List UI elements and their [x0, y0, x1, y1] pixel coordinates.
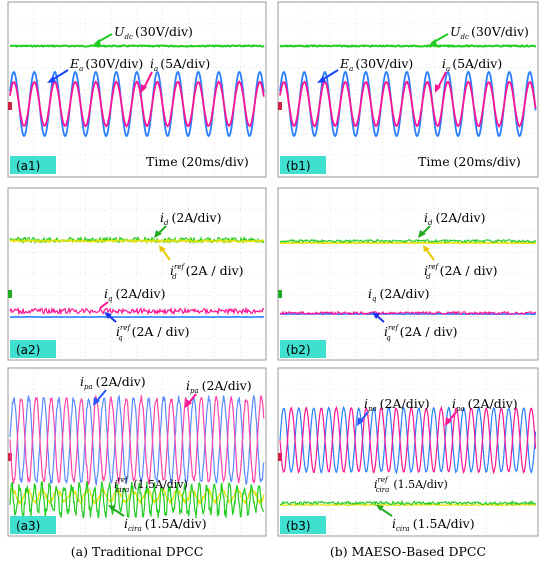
tag-a3: (a3) [16, 519, 40, 533]
iq-sub-b2: q [372, 295, 377, 303]
iqref-sub-a2: q [118, 334, 123, 342]
ea-scale-b1: (30V/div) [355, 56, 413, 71]
udc-symbol-b1: U [450, 24, 461, 39]
ipa2-sub-b3: pa [456, 405, 465, 413]
udc-trace-a1 [10, 45, 264, 46]
idref-sub-b2: d [426, 273, 431, 281]
ia-sub-a1: a [154, 65, 158, 73]
icref-sub-a3: cira [116, 486, 130, 494]
ea-symbol-a1: E [69, 56, 79, 71]
idref-sup-a2: ref [174, 263, 185, 271]
ipa2-scale-a3: (2A/div) [202, 378, 252, 393]
tag-a2: (a2) [16, 343, 40, 357]
ipa-sub-a3: pa [84, 383, 93, 391]
tag-b3: (b3) [286, 519, 311, 533]
caption-right: (b) MAESO-Based DPCC [330, 544, 486, 559]
ia-sub-b1: a [446, 65, 450, 73]
ch-marker-a2 [8, 290, 12, 298]
udc-scale-a1: (30V/div) [135, 24, 193, 39]
iqref-scale-b2: (2A / div) [400, 324, 458, 339]
id-scale-b2: (2A/div) [435, 210, 485, 225]
ic-sub-b3: cira [396, 525, 410, 533]
ia-scale-b1: (5A/div) [452, 56, 502, 71]
idref-scale-b2: (2A / div) [440, 263, 498, 278]
tag-a1: (a1) [16, 159, 40, 173]
ic-scale-b3: (1.5A/div) [413, 516, 475, 531]
icref-scale-b3: (1.5A/div) [393, 478, 448, 491]
icref-sup-a3: ref [118, 476, 129, 484]
icref-scale-a3: (1.5A/div) [133, 478, 188, 491]
udc-scale-b1: (30V/div) [471, 24, 529, 39]
ch-marker-b2 [278, 290, 282, 298]
ipa-sub-b3: pa [368, 405, 377, 413]
idref-sup-b2: ref [428, 263, 439, 271]
iq-sub-a2: q [108, 295, 113, 303]
ea-sub-b1: a [349, 65, 353, 73]
time-scale-b1: Time (20ms/div) [418, 154, 521, 169]
id-scale-a2: (2A/div) [171, 210, 221, 225]
udc-sub-a1: dc [125, 33, 133, 41]
idref-sub-a2: d [172, 273, 177, 281]
id-sub-a2: d [164, 219, 169, 227]
ipa-scale-a3: (2A/div) [96, 374, 146, 389]
tag-b1: (b1) [286, 159, 311, 173]
udc-trace-b1 [280, 45, 536, 46]
time-scale-a1: Time (20ms/div) [146, 154, 249, 169]
udc-sub-b1: dc [461, 33, 469, 41]
iqref-sup-a2: ref [120, 324, 131, 332]
icref-sub-b3: cira [376, 486, 390, 494]
udc-symbol-a1: U [114, 24, 125, 39]
ch-marker-b1 [278, 102, 282, 110]
ia-scale-a1: (5A/div) [160, 56, 210, 71]
id-sub-b2: d [428, 219, 433, 227]
icref-sup-b3: ref [378, 476, 389, 484]
iqref-scale-a2: (2A / div) [132, 324, 190, 339]
iq-scale-b2: (2A/div) [379, 286, 429, 301]
tag-b2: (b2) [286, 343, 311, 357]
ea-symbol-b1: E [339, 56, 349, 71]
ic-sub-a3: cira [128, 525, 142, 533]
ipa2-sub-a3: pa [190, 387, 199, 395]
iqref-sub-b2: q [386, 334, 391, 342]
iqref-sup-b2: ref [388, 324, 399, 332]
ea-sub-a1: a [79, 65, 83, 73]
ipa2-scale-b3: (2A/div) [468, 396, 518, 411]
caption-left: (a) Traditional DPCC [71, 544, 204, 559]
idref-scale-a2: (2A / div) [186, 263, 244, 278]
ic-scale-a3: (1.5A/div) [145, 516, 207, 531]
ch-marker-a1 [8, 102, 12, 110]
ipa-scale-b3: (2A/div) [380, 396, 430, 411]
ea-scale-a1: (30V/div) [85, 56, 143, 71]
iq-scale-a2: (2A/div) [115, 286, 165, 301]
